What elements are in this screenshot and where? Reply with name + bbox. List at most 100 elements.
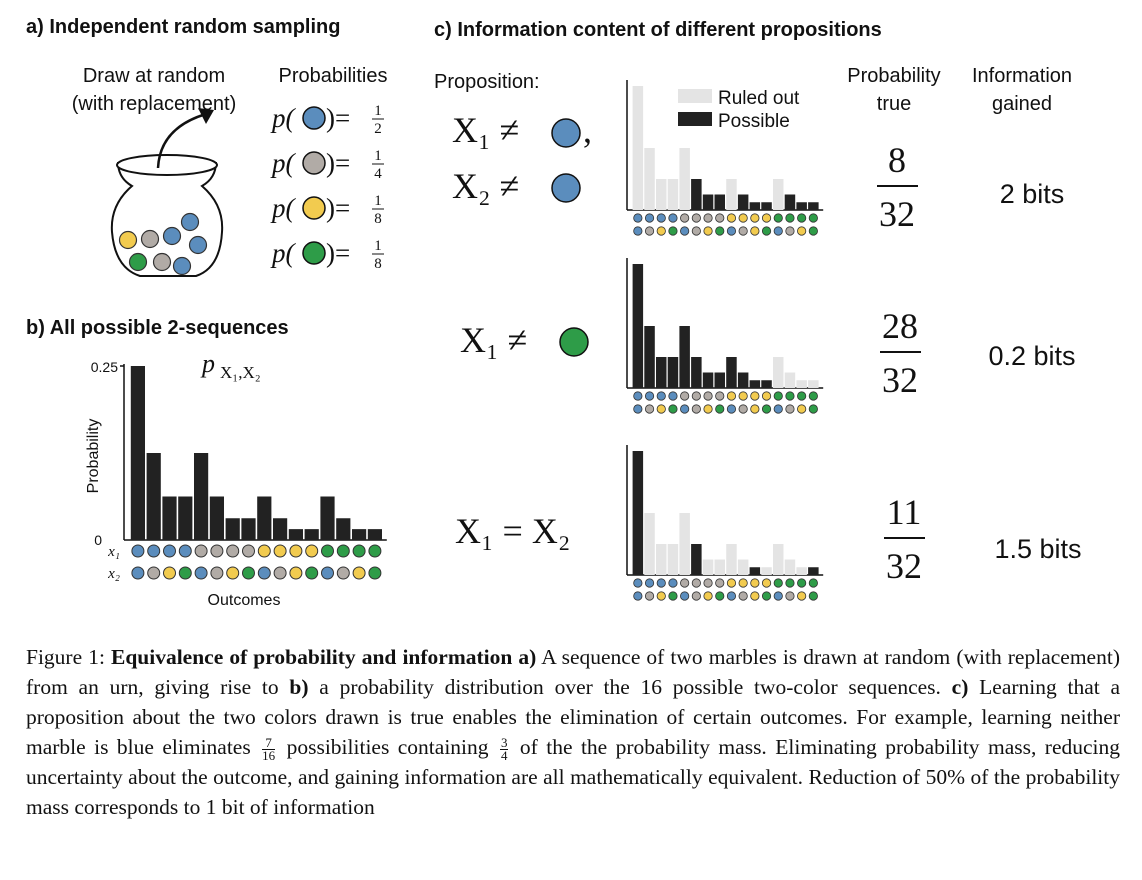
- yellow-x2-marker: [289, 566, 303, 580]
- yellow-marble-icon: [302, 196, 326, 220]
- ruled-out-bar: [667, 179, 679, 210]
- yellow-x2-marker: [797, 404, 807, 414]
- bar: [194, 453, 209, 540]
- x1-row-label: x₁: [107, 544, 120, 560]
- probability-yellow: p()= 1 8: [270, 193, 384, 227]
- probability-gray: p()= 1 4: [270, 148, 384, 182]
- yellow-x1-marker: [726, 578, 737, 588]
- prob-true-3-numerator: 11: [887, 492, 922, 532]
- gray-x2-marker: [147, 566, 161, 580]
- caption-a-label: a): [518, 645, 537, 669]
- gray-marble-icon: [140, 229, 160, 249]
- draw-label-line-1: Draw at random: [83, 65, 225, 87]
- blue-marble-icon: [188, 235, 208, 255]
- prob-denominator: 4: [374, 166, 382, 182]
- y-tick-top: 0.25: [91, 359, 118, 375]
- gray-x2-marker: [336, 566, 350, 580]
- draw-label-line-2: (with replacement): [72, 93, 237, 115]
- yellow-x2-marker: [703, 404, 713, 414]
- ruled-out-bar: [773, 357, 784, 388]
- blue-marble-icon: [551, 173, 581, 203]
- ruled-out-bar: [667, 544, 679, 575]
- prob-equals: )=: [326, 148, 350, 178]
- possible-bar: [749, 202, 761, 210]
- gray-x2-marker: [691, 404, 701, 414]
- yellow-x1-marker: [257, 544, 271, 558]
- joint-distribution-label: p X₁,X₂: [200, 349, 261, 382]
- blue-x2-marker: [633, 591, 643, 601]
- gray-x1-marker: [715, 578, 725, 588]
- prob-true-1-denominator: 32: [879, 194, 915, 234]
- yellow-x1-marker: [726, 391, 737, 401]
- blue-x1-marker: [656, 213, 666, 223]
- blue-x2-marker: [773, 226, 783, 236]
- green-x2-marker: [808, 404, 818, 414]
- prob-equals: )=: [326, 193, 350, 223]
- arrow-head-icon: [198, 108, 214, 124]
- prob-denominator: 8: [374, 211, 382, 227]
- bar: [336, 518, 351, 540]
- proposition-1-chart: [626, 80, 824, 236]
- caption-fraction-2-num: 3: [499, 734, 509, 750]
- probability-list: p()= 1 2 p()= 1 4 p()= 1 8 p()= 1 8: [270, 103, 384, 272]
- possible-bar: [737, 372, 749, 388]
- blue-x2-marker: [680, 226, 690, 236]
- green-x1-marker: [773, 578, 783, 588]
- gray-x1-marker: [210, 544, 224, 558]
- caption-part-3: Learning that a proposition about the tw…: [26, 675, 1121, 759]
- green-x2-marker: [368, 566, 382, 580]
- green-x2-marker: [668, 226, 678, 236]
- yellow-x2-marker: [750, 591, 760, 601]
- yellow-x2-marker: [703, 226, 713, 236]
- green-x1-marker: [336, 544, 350, 558]
- blue-x1-marker: [644, 391, 655, 401]
- caption-fraction-1-num: 7: [262, 736, 276, 750]
- blue-x2-marker: [257, 566, 271, 580]
- yellow-x1-marker: [273, 544, 287, 558]
- p-subscript: X₁,X₂: [220, 363, 261, 382]
- bar: [304, 529, 319, 540]
- ruled-out-bar: [784, 372, 796, 388]
- green-x2-marker: [305, 566, 319, 580]
- prob-numerator: 1: [374, 238, 382, 254]
- yellow-x2-marker: [656, 404, 666, 414]
- blue-x2-marker: [633, 226, 643, 236]
- gray-x1-marker: [242, 544, 255, 558]
- green-x1-marker: [808, 391, 818, 401]
- probabilities-header: Probabilities: [279, 65, 388, 87]
- gray-x1-marker: [691, 391, 701, 401]
- urn-icon: [110, 108, 224, 277]
- yellow-x1-marker: [750, 578, 760, 588]
- x2-row-label: x₂: [107, 566, 120, 582]
- green-x2-marker: [668, 591, 678, 601]
- info-header-line-2: gained: [992, 93, 1052, 115]
- gray-x2-marker: [644, 404, 655, 414]
- blue-x2-marker: [726, 226, 737, 236]
- caption-fraction-1-den: 16: [262, 747, 276, 763]
- caption-part-1: A sequence of two marbles is drawn at ra…: [26, 645, 1120, 699]
- ruled-out-bar: [656, 179, 667, 210]
- green-x1-marker: [352, 544, 366, 558]
- green-x2-marker: [808, 226, 818, 236]
- yellow-x2-marker: [656, 226, 666, 236]
- gray-marble-icon: [302, 151, 326, 175]
- yellow-x2-marker: [226, 566, 240, 580]
- possible-bar: [726, 357, 737, 388]
- blue-x2-marker: [680, 591, 690, 601]
- blue-marble-icon: [302, 106, 326, 130]
- proposition-charts: [626, 80, 824, 601]
- gray-x2-marker: [273, 566, 287, 580]
- info-gained-1: 2 bits: [1000, 179, 1065, 209]
- proposition-3: X₁ = X₂: [455, 511, 570, 551]
- legend-possible-swatch: [678, 112, 712, 126]
- info-header-line-1: Information: [972, 65, 1072, 87]
- panel-b-title: b) All possible 2-sequences: [26, 317, 289, 339]
- green-x1-marker: [808, 213, 818, 223]
- green-x2-marker: [668, 404, 678, 414]
- bar: [178, 496, 193, 540]
- gray-x1-marker: [715, 213, 725, 223]
- prob-p-symbol: p(: [270, 103, 297, 133]
- gray-x2-marker: [738, 591, 748, 601]
- ruled-out-bar: [796, 567, 807, 575]
